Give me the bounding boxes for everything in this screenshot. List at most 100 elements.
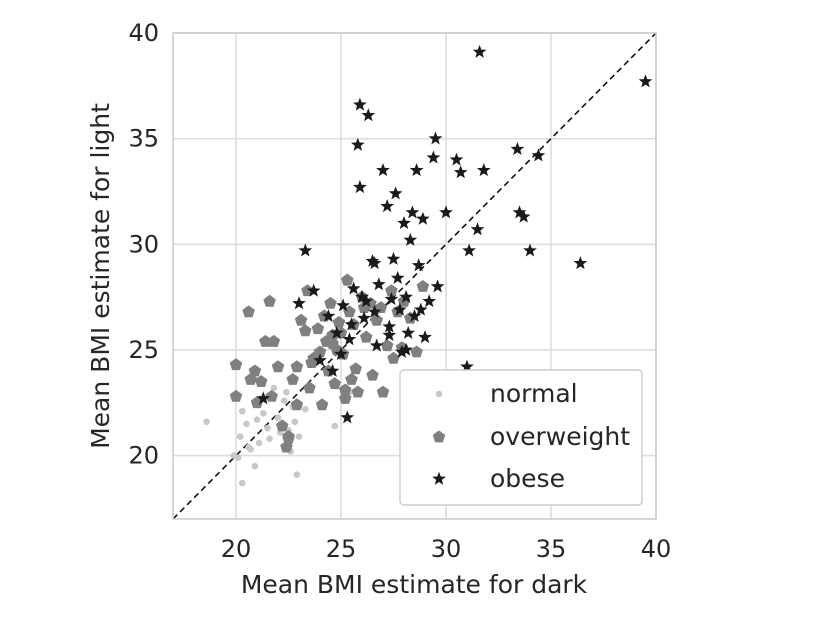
- obese-point: [411, 258, 426, 272]
- obese-point: [510, 142, 525, 156]
- obese-point: [472, 44, 487, 58]
- obese-point: [573, 256, 588, 270]
- obese-point: [367, 304, 382, 318]
- overweight-point: [326, 337, 339, 349]
- obese-point: [399, 342, 413, 356]
- obese-point: [355, 289, 369, 303]
- obese-point: [453, 165, 468, 179]
- obese-point: [353, 97, 367, 111]
- overweight-point: [416, 279, 430, 292]
- normal-point: [243, 420, 250, 428]
- normal-point: [293, 471, 301, 478]
- overweight-point: [328, 377, 341, 390]
- obese-point: [334, 346, 348, 361]
- obese-point: [382, 327, 397, 341]
- overweight-point: [290, 360, 304, 373]
- overweight-point: [380, 339, 394, 352]
- obese-point: [325, 363, 340, 377]
- overweight-point: [294, 313, 308, 326]
- legend-label-overweight: overweight: [490, 422, 630, 451]
- legend-box: [399, 369, 643, 506]
- obese-point: [476, 163, 491, 177]
- obese-point: [397, 215, 411, 229]
- x-tick-label: 30: [431, 535, 462, 563]
- normal-point: [274, 414, 282, 421]
- normal-point: [266, 435, 273, 443]
- obese-point: [256, 391, 271, 405]
- normal-point: [281, 397, 288, 404]
- overweight-point: [282, 429, 295, 442]
- overweight-point: [387, 351, 400, 364]
- normal-point: [203, 418, 210, 426]
- y-tick-label: 25: [128, 336, 159, 364]
- y-tick-label: 35: [128, 125, 159, 153]
- overweight-point: [229, 389, 243, 402]
- normal-point: [283, 388, 290, 396]
- y-tick-label: 20: [128, 442, 159, 470]
- obese-point: [409, 163, 424, 177]
- obese-point: [357, 311, 371, 325]
- normal-legend-marker: [435, 390, 443, 398]
- obese-point: [388, 186, 403, 200]
- normal-point: [251, 462, 259, 470]
- obese-point: [340, 410, 355, 424]
- obese-point: [386, 251, 401, 265]
- obese-point: [350, 137, 365, 151]
- overweight-point: [286, 372, 299, 385]
- overweight-point: [254, 375, 268, 387]
- overweight-point: [271, 360, 285, 373]
- obese-point: [403, 232, 418, 246]
- obese-point: [329, 325, 344, 339]
- y-axis-ticks: 20 25 30 35 40: [128, 19, 159, 470]
- obese-point: [428, 131, 443, 145]
- obese-point: [365, 254, 380, 268]
- normal-point: [239, 479, 246, 487]
- overweight-point: [338, 383, 352, 396]
- obese-point: [313, 353, 327, 367]
- normal-point: [245, 443, 252, 451]
- obese-point: [430, 279, 445, 293]
- overweight-point: [259, 334, 272, 347]
- overweight-point: [376, 385, 390, 398]
- overweight-point: [351, 385, 365, 398]
- obese-point: [346, 281, 361, 295]
- obese-point: [369, 338, 384, 352]
- y-tick-label: 40: [128, 19, 159, 47]
- overweight-point: [290, 398, 304, 411]
- overweight-legend-marker: [432, 430, 446, 443]
- obese-point: [460, 359, 474, 373]
- normal-point: [260, 410, 267, 417]
- overweight-point: [229, 358, 243, 371]
- normal-point: [295, 433, 303, 440]
- obese-point: [390, 270, 405, 284]
- normal-point: [253, 416, 261, 423]
- overweight-point: [311, 322, 325, 335]
- x-tick-label: 25: [326, 535, 357, 563]
- obese-point: [306, 283, 321, 297]
- x-axis-label: Mean BMI estimate for dark: [241, 570, 588, 599]
- obese-point: [384, 292, 399, 306]
- obese-point: [462, 243, 476, 257]
- identity-reference-line: [173, 33, 656, 519]
- overweight-point: [370, 313, 383, 326]
- overweight-point: [313, 345, 327, 358]
- x-tick-label: 35: [536, 535, 567, 563]
- overweight-point: [265, 389, 278, 402]
- normal-point: [331, 422, 339, 430]
- overweight-point: [275, 419, 289, 432]
- obese-point: [382, 319, 397, 333]
- overweight-point: [332, 315, 346, 328]
- y-axis-label: Mean BMI estimate for light: [86, 103, 115, 449]
- legend-label-obese: obese: [490, 464, 565, 493]
- overweight-point: [324, 296, 337, 309]
- obese-point: [298, 243, 313, 257]
- overweight-point: [248, 364, 262, 377]
- overweight-point: [267, 334, 281, 347]
- obese-point: [418, 330, 432, 344]
- overweight-point: [341, 273, 354, 286]
- obese-point: [399, 289, 413, 303]
- y-tick-label: 30: [128, 230, 159, 258]
- obese-point: [523, 243, 537, 257]
- obese-point: [405, 205, 420, 219]
- overweight-point: [263, 294, 276, 307]
